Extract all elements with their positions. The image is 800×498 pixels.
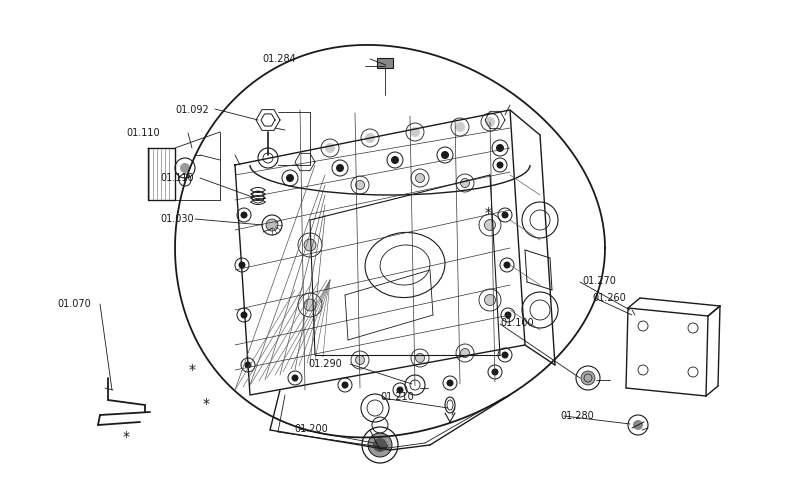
Circle shape: [633, 420, 643, 430]
Circle shape: [410, 127, 420, 137]
Circle shape: [503, 261, 510, 268]
Circle shape: [397, 386, 403, 393]
Circle shape: [291, 374, 298, 381]
Text: 01.110: 01.110: [160, 173, 194, 183]
Circle shape: [245, 362, 251, 369]
Circle shape: [485, 117, 495, 127]
Circle shape: [336, 164, 344, 172]
Circle shape: [415, 354, 425, 363]
Text: 01.270: 01.270: [582, 276, 616, 286]
Circle shape: [304, 299, 316, 311]
Text: *: *: [203, 397, 210, 411]
Circle shape: [491, 369, 498, 375]
Circle shape: [238, 261, 246, 268]
Text: *: *: [189, 363, 195, 376]
Circle shape: [241, 212, 247, 219]
FancyBboxPatch shape: [377, 58, 393, 68]
Circle shape: [355, 356, 365, 365]
Text: 01.210: 01.210: [380, 392, 414, 402]
Circle shape: [355, 180, 365, 190]
Text: *: *: [123, 430, 130, 444]
Text: 01.260: 01.260: [592, 293, 626, 303]
Circle shape: [502, 352, 509, 359]
Circle shape: [304, 239, 316, 251]
Circle shape: [441, 151, 449, 159]
Circle shape: [368, 433, 392, 457]
Circle shape: [485, 220, 495, 231]
Circle shape: [455, 122, 465, 132]
Circle shape: [502, 212, 509, 219]
Circle shape: [241, 312, 247, 319]
Circle shape: [325, 143, 335, 153]
Circle shape: [446, 379, 454, 386]
Text: 01.200: 01.200: [294, 424, 328, 434]
Circle shape: [485, 294, 495, 305]
Text: 01.284: 01.284: [262, 54, 296, 64]
Circle shape: [391, 156, 399, 164]
Circle shape: [496, 144, 504, 152]
Circle shape: [373, 438, 387, 452]
Text: 01.290: 01.290: [309, 359, 342, 369]
Text: 01.092: 01.092: [176, 105, 210, 115]
Circle shape: [497, 161, 503, 168]
Circle shape: [266, 219, 278, 231]
Circle shape: [461, 349, 470, 358]
Text: 01.070: 01.070: [58, 299, 91, 309]
Circle shape: [461, 178, 470, 188]
Circle shape: [180, 163, 190, 173]
Text: 01.110: 01.110: [126, 128, 160, 138]
Text: *: *: [485, 206, 491, 220]
Text: 01.280: 01.280: [560, 411, 594, 421]
Circle shape: [365, 133, 375, 143]
Circle shape: [342, 381, 349, 388]
Circle shape: [581, 371, 595, 385]
Circle shape: [286, 174, 294, 182]
Circle shape: [415, 173, 425, 182]
Text: 01.030: 01.030: [160, 214, 194, 224]
Text: 01.100: 01.100: [500, 318, 534, 328]
Circle shape: [505, 312, 511, 319]
